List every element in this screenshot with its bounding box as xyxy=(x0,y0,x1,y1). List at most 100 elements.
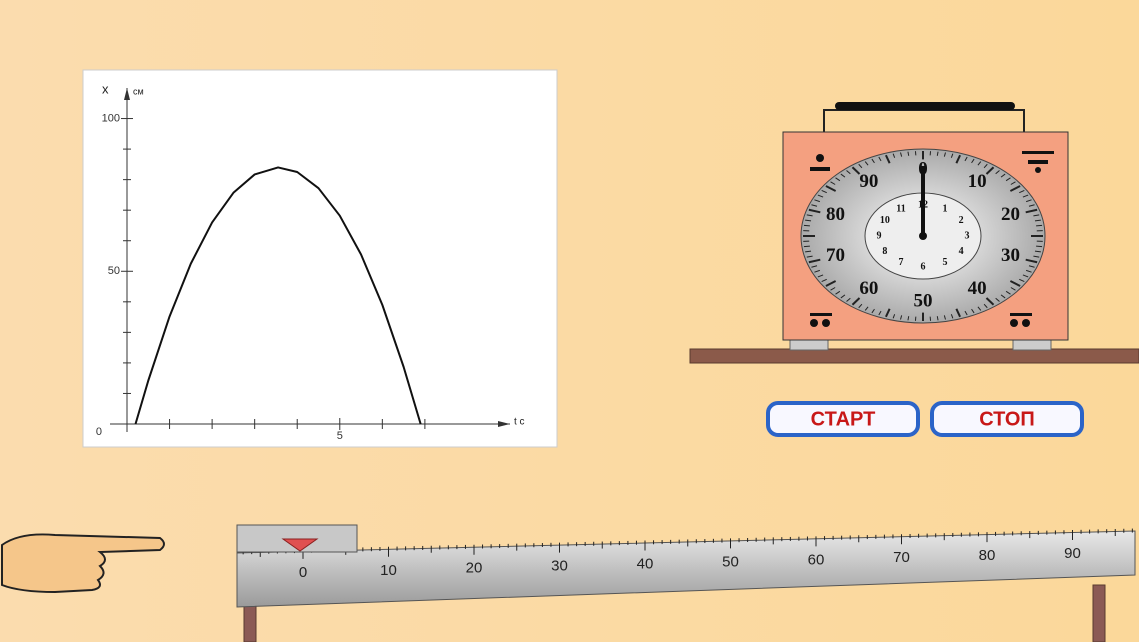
dial-tick xyxy=(858,303,863,309)
dial-tick xyxy=(871,158,875,164)
inner-dial-number: 6 xyxy=(921,261,926,272)
dial-tick xyxy=(803,224,810,227)
dial-tick xyxy=(1010,181,1016,185)
inner-dial-number: 5 xyxy=(943,257,948,268)
start-button[interactable]: СТАРТ xyxy=(766,401,920,437)
dial-tick xyxy=(1025,269,1032,273)
pointer-hand[interactable] xyxy=(1,533,165,594)
dial-tick xyxy=(977,161,982,166)
curve xyxy=(134,166,422,425)
arrow xyxy=(124,88,130,100)
dial-tick xyxy=(840,294,846,299)
ruler: 0 10 20 30 40 50 60 70 80 90 xyxy=(236,524,1136,642)
dial-tick xyxy=(851,297,861,306)
slider-marker xyxy=(281,538,319,552)
handle-bar xyxy=(835,102,1015,110)
ruler-label: 70 xyxy=(893,549,910,566)
dial-tick xyxy=(840,173,846,178)
dial-tick xyxy=(1009,185,1021,192)
graph-panel xyxy=(82,69,558,448)
dial-tick xyxy=(983,163,988,169)
dial-tick xyxy=(805,219,812,222)
dial-number: 80 xyxy=(826,204,845,225)
dial-tick xyxy=(814,269,821,273)
dial-tick xyxy=(950,314,954,319)
dial-tick xyxy=(1025,258,1038,264)
dial-tick xyxy=(1033,255,1040,258)
dial-number: 50 xyxy=(914,290,933,311)
case-buttons xyxy=(810,151,1054,327)
dial-tick xyxy=(964,310,968,316)
dial-tick xyxy=(878,156,882,162)
stop-button[interactable]: СТОП xyxy=(930,401,1084,437)
dial-tick xyxy=(846,170,851,175)
inner-dial-number: 8 xyxy=(882,246,887,257)
dial-tick xyxy=(830,181,836,185)
dial-tick xyxy=(1000,173,1006,178)
dial-tick xyxy=(1036,224,1043,227)
dial-tick xyxy=(1028,265,1035,268)
dial-tick xyxy=(1025,208,1038,214)
dial-tick xyxy=(943,152,946,157)
dial-tick xyxy=(846,297,851,302)
dial-tick xyxy=(803,245,810,248)
dial-tick xyxy=(892,153,896,158)
dial-tick xyxy=(1010,287,1016,291)
dial-tick xyxy=(900,152,903,157)
dial-tick xyxy=(811,204,818,207)
ruler-label: 80 xyxy=(979,547,996,564)
dial-tick xyxy=(811,265,818,268)
ruler-ticks xyxy=(242,528,1133,559)
dial-tick xyxy=(936,316,939,321)
dial-tick xyxy=(995,297,1000,302)
dial-tick xyxy=(907,316,910,321)
dial-tick xyxy=(830,287,836,291)
dial-tick xyxy=(1009,280,1021,287)
button-label[interactable]: СТОП xyxy=(979,408,1035,430)
inner-dial-number: 9 xyxy=(877,230,882,241)
hub xyxy=(919,232,927,240)
ruler-label: 10 xyxy=(380,562,397,579)
dial-tick xyxy=(936,151,939,156)
y-tick-label: 50 xyxy=(108,265,120,277)
dial-number: 30 xyxy=(1001,245,1020,266)
x-tick-label: 5 xyxy=(337,430,343,442)
dial-tick xyxy=(878,310,882,316)
x-axis-label: t с xyxy=(514,417,525,428)
y-tick-label: 0 xyxy=(96,426,102,438)
y-axis-label: x xyxy=(102,81,109,96)
dial-tick xyxy=(964,156,968,162)
dial-tick xyxy=(835,290,841,295)
dial-tick xyxy=(955,154,961,164)
inner-dial-number: 10 xyxy=(880,215,890,226)
dial-tick xyxy=(943,315,946,320)
ruler-label: 20 xyxy=(466,560,483,577)
dial-tick xyxy=(808,208,821,214)
dial-number: 90 xyxy=(859,171,878,192)
dial-tick xyxy=(1028,204,1035,207)
ruler-label: 40 xyxy=(637,555,654,572)
leg xyxy=(1092,584,1106,642)
ruler-label: 50 xyxy=(722,553,739,570)
dial-tick xyxy=(1019,189,1025,194)
dial-tick xyxy=(1025,199,1032,203)
dial-ticks xyxy=(803,151,1043,321)
ruler-body xyxy=(236,530,1136,608)
dial-tick xyxy=(851,166,861,175)
dial-tick xyxy=(805,250,812,253)
dial-tick xyxy=(864,306,869,311)
ruler-label: 60 xyxy=(808,551,825,568)
inner-dial-number: 11 xyxy=(896,203,905,214)
ruler-label: 0 xyxy=(299,564,307,581)
chart: x см t с 0 50 100 5 xyxy=(96,81,525,441)
dial-tick xyxy=(907,151,910,156)
dial-tick xyxy=(1022,194,1029,198)
dial-tick xyxy=(985,166,995,175)
button-label[interactable]: СТАРТ xyxy=(811,408,876,430)
inner-dial-number: 2 xyxy=(959,215,964,226)
dial-tick xyxy=(1005,177,1011,182)
dial-tick xyxy=(995,170,1000,175)
ruler-label: 30 xyxy=(551,558,568,575)
dial-tick xyxy=(1022,274,1029,278)
